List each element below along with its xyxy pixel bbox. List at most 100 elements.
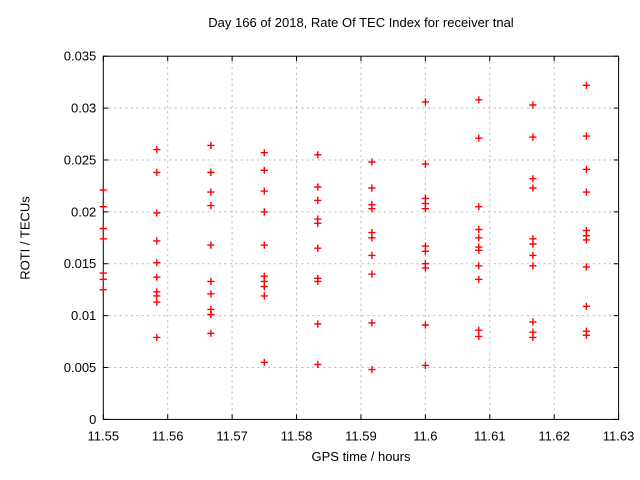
data-point-marker — [475, 326, 483, 334]
data-point-marker — [260, 292, 268, 300]
data-point-marker — [475, 203, 483, 211]
data-point-marker — [207, 311, 215, 319]
x-tick-label: 11.55 — [88, 428, 120, 443]
y-tick-label: 0.02 — [71, 204, 96, 219]
data-point-marker — [529, 251, 537, 259]
x-axis-label: GPS time / hours — [311, 449, 411, 464]
x-tick-label: 11.62 — [538, 428, 570, 443]
data-point-marker — [207, 168, 215, 176]
data-point-marker — [314, 151, 322, 159]
data-point-marker — [475, 332, 483, 340]
data-point-marker — [260, 241, 268, 249]
data-point-marker — [421, 321, 429, 329]
y-tick-label: 0.03 — [71, 101, 96, 116]
data-point-marker — [314, 360, 322, 368]
data-point-marker — [582, 331, 590, 339]
data-point-marker — [314, 219, 322, 227]
data-point-marker — [368, 251, 376, 259]
data-point-marker — [153, 146, 161, 154]
y-tick-label: 0.035 — [64, 49, 97, 64]
data-point-marker — [582, 263, 590, 271]
data-point-marker — [368, 270, 376, 278]
data-point-marker — [475, 234, 483, 242]
data-point-marker — [475, 262, 483, 270]
data-point-marker — [368, 366, 376, 374]
data-point-marker — [99, 224, 107, 233]
data-point-marker — [529, 133, 537, 141]
data-point-marker — [207, 329, 215, 337]
data-point-marker — [529, 175, 537, 183]
y-tick-label: 0.025 — [64, 152, 97, 167]
data-point-marker — [582, 165, 590, 173]
data-point-marker — [475, 134, 483, 142]
x-tick-label: 11.63 — [603, 428, 635, 443]
data-point-marker — [207, 241, 215, 249]
data-point-marker — [207, 141, 215, 149]
data-point-marker — [153, 273, 161, 281]
data-point-marker — [421, 98, 429, 106]
x-tick-label: 11.57 — [216, 428, 248, 443]
data-point-marker — [260, 358, 268, 366]
data-point-marker — [314, 196, 322, 204]
data-point-marker — [529, 262, 537, 270]
data-point-marker — [260, 187, 268, 195]
data-point-marker — [368, 234, 376, 242]
data-point-marker — [529, 184, 537, 192]
data-point-marker — [153, 292, 161, 300]
data-point-marker — [582, 188, 590, 196]
data-point-marker — [153, 259, 161, 267]
chart-title: Day 166 of 2018, Rate Of TEC Index for r… — [208, 15, 514, 30]
data-point-marker — [153, 168, 161, 176]
data-point-marker — [582, 302, 590, 310]
x-tick-label: 11.61 — [474, 428, 506, 443]
data-point-marker — [582, 81, 590, 89]
y-tick-label: 0.005 — [64, 360, 97, 375]
y-tick-label: 0.015 — [64, 256, 97, 271]
data-point-marker — [529, 101, 537, 109]
data-point-marker — [475, 246, 483, 254]
y-axis-label: ROTI / TECUs — [17, 196, 33, 280]
data-point-marker — [475, 275, 483, 283]
data-point-marker — [153, 209, 161, 217]
data-point-marker — [207, 202, 215, 210]
data-point-marker — [582, 132, 590, 140]
x-tick-label: 11.56 — [152, 428, 184, 443]
data-point-marker — [207, 277, 215, 285]
data-point-marker — [421, 361, 429, 369]
data-point-marker — [153, 237, 161, 245]
data-point-marker — [260, 208, 268, 216]
y-tick-label: 0.01 — [71, 308, 96, 323]
data-point-marker — [368, 205, 376, 213]
data-point-marker — [99, 286, 107, 294]
data-point-marker — [260, 166, 268, 174]
data-point-marker — [368, 319, 376, 327]
data-point-marker — [368, 184, 376, 192]
data-point-marker — [314, 320, 322, 328]
data-point-marker — [99, 186, 107, 194]
data-point-marker — [99, 275, 107, 283]
x-tick-label: 11.59 — [345, 428, 377, 443]
data-point-marker — [314, 244, 322, 252]
data-point-marker — [99, 235, 107, 243]
data-point-marker — [260, 283, 268, 291]
data-point-marker — [99, 269, 107, 277]
data-point-marker — [314, 277, 322, 285]
data-point-marker — [207, 188, 215, 196]
data-point-marker — [529, 333, 537, 341]
data-point-marker — [421, 247, 429, 255]
x-tick-label: 11.58 — [281, 428, 313, 443]
data-point-marker — [582, 236, 590, 244]
data-point-marker — [207, 290, 215, 298]
data-point-marker — [260, 149, 268, 157]
data-point-marker — [475, 96, 483, 104]
y-tick-label: 0 — [89, 412, 96, 427]
data-point-marker — [421, 264, 429, 272]
x-tick-label: 11.6 — [413, 428, 437, 443]
data-point-marker — [475, 225, 483, 234]
data-point-marker — [99, 203, 107, 211]
data-point-marker — [314, 183, 322, 191]
data-point-marker — [368, 158, 376, 166]
data-point-marker — [421, 205, 429, 213]
